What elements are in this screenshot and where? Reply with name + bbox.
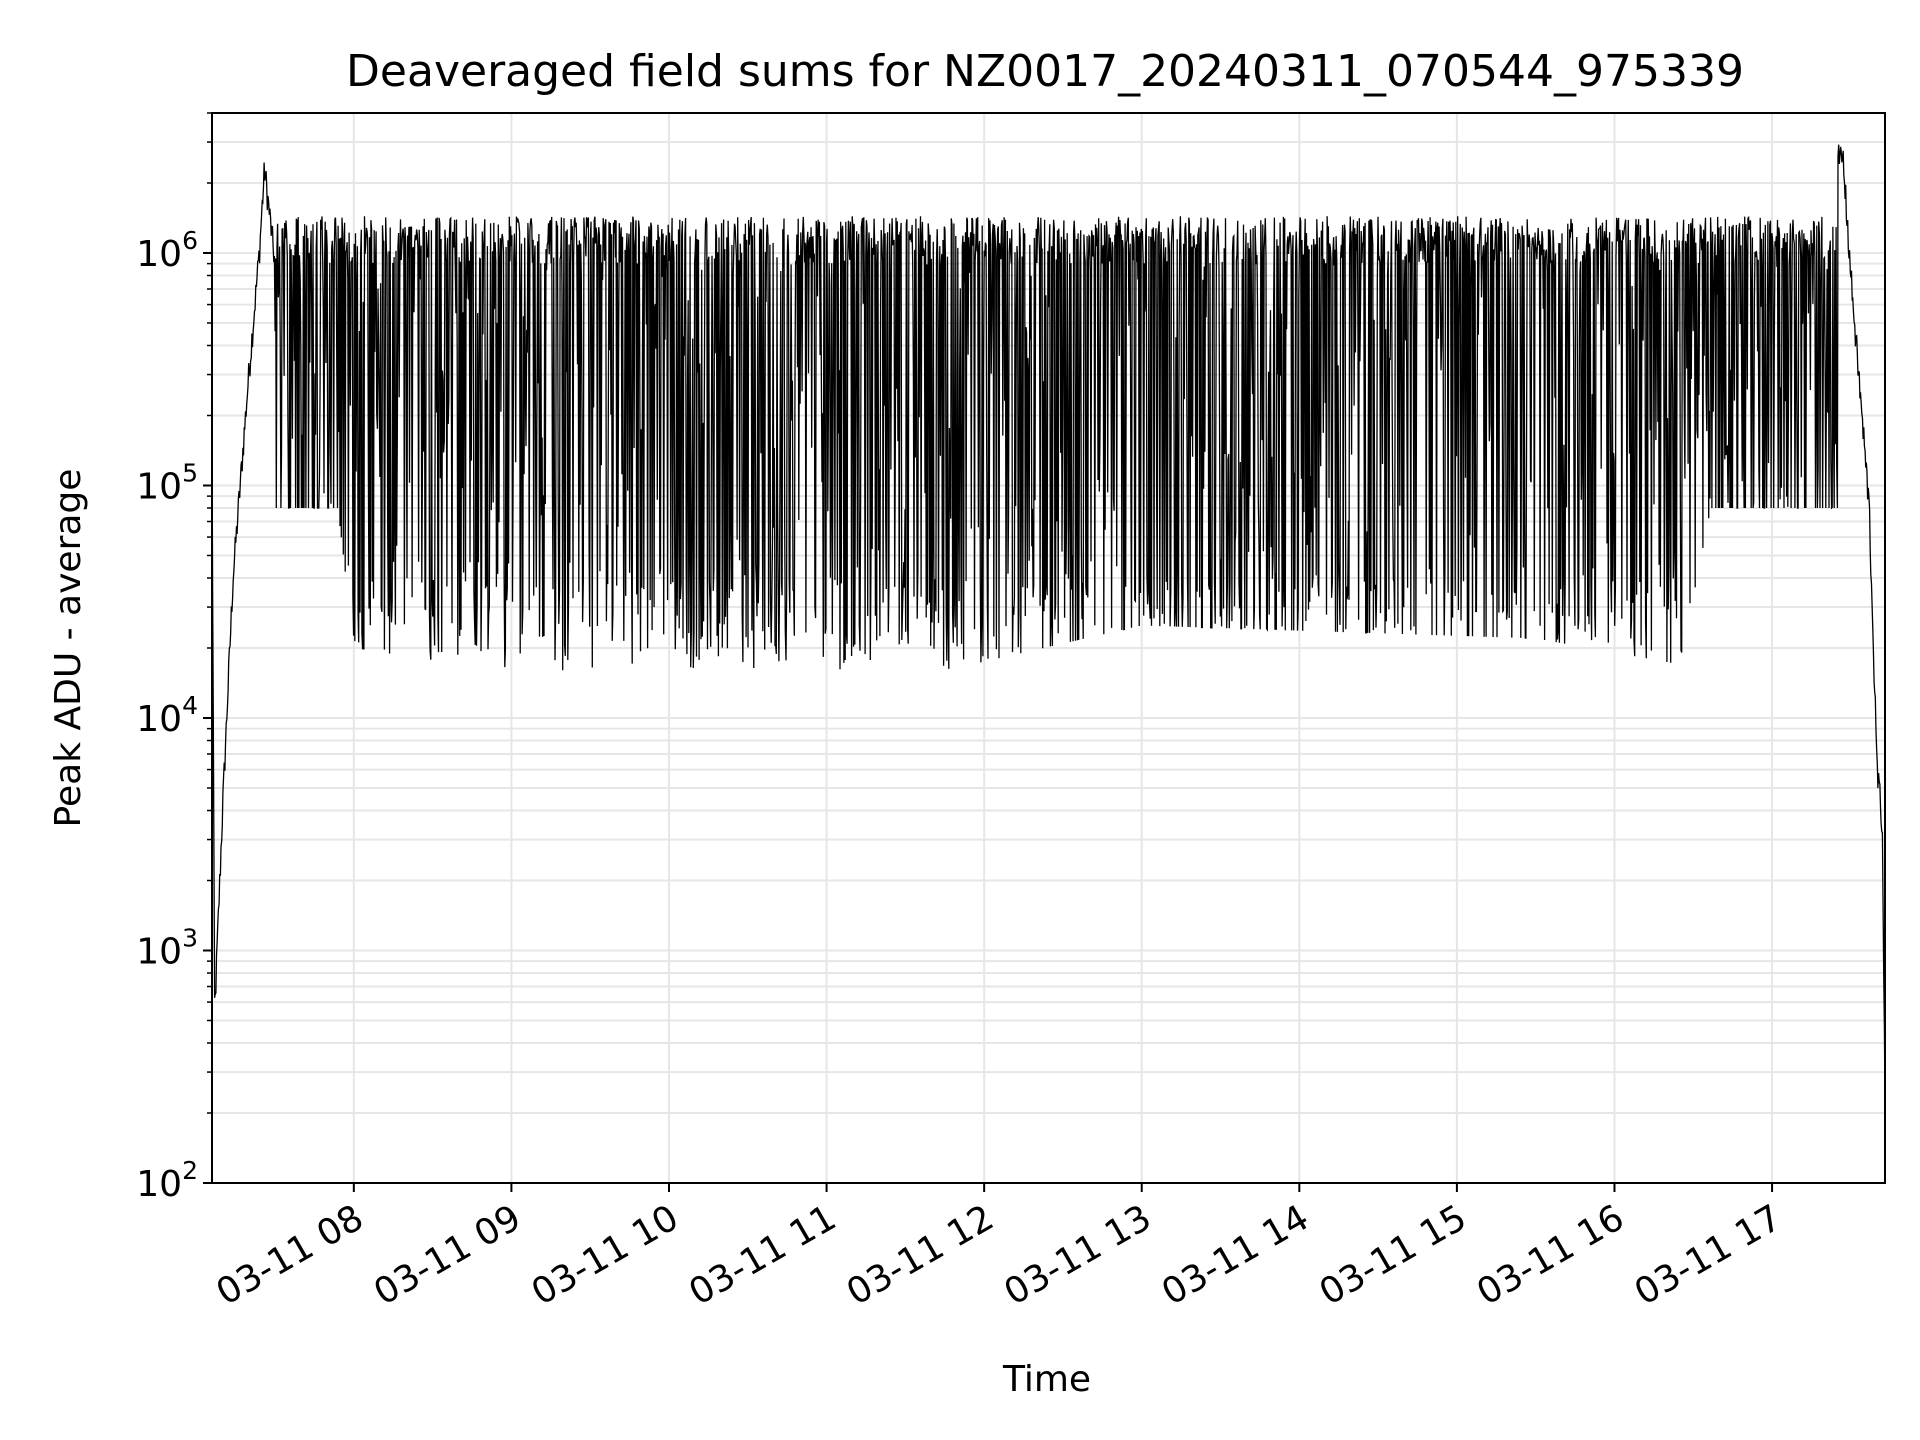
series-line [211, 144, 1886, 1112]
y-tick-label: 104 [136, 691, 198, 740]
x-axis-label: Time [1002, 1359, 1091, 1400]
chart-title: Deaveraged field sums for NZ0017_2024031… [346, 46, 1744, 97]
y-tick-label: 103 [136, 923, 198, 972]
y-tick-label: 105 [136, 458, 198, 507]
series-group [211, 144, 1886, 1112]
y-axis-label: Peak ADU - average [48, 469, 89, 828]
